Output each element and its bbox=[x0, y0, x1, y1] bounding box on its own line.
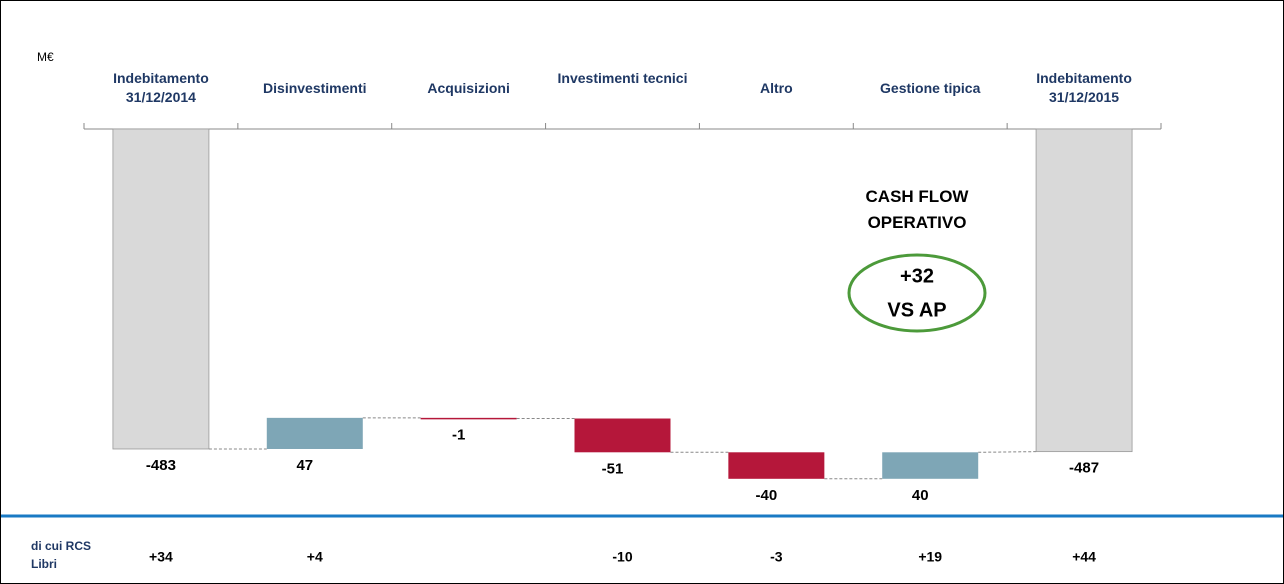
footer-value: +4 bbox=[307, 549, 323, 565]
callout-value: +32 bbox=[900, 265, 934, 287]
bar bbox=[728, 452, 825, 479]
bar bbox=[112, 128, 210, 450]
connector bbox=[978, 451, 1037, 453]
footer-value: -3 bbox=[770, 549, 783, 565]
value-label: -40 bbox=[756, 487, 778, 504]
value-label: -487 bbox=[1069, 460, 1099, 477]
bar bbox=[574, 418, 671, 453]
category-label: Acquisizioni bbox=[427, 80, 510, 96]
bar bbox=[266, 417, 363, 449]
category-label: Investimenti tecnici bbox=[557, 70, 688, 86]
callout-ellipse bbox=[847, 253, 987, 333]
value-label: -483 bbox=[146, 457, 176, 474]
value-label: -1 bbox=[452, 426, 465, 443]
annotation: CASH FLOW OPERATIVO bbox=[865, 187, 969, 232]
footer-value: +19 bbox=[918, 549, 942, 565]
footer-value: +44 bbox=[1072, 549, 1096, 565]
value-label: -51 bbox=[602, 460, 624, 477]
footer-label: di cui RCS Libri bbox=[31, 539, 92, 571]
unit-label: M€ bbox=[37, 50, 54, 64]
bar bbox=[882, 452, 979, 479]
category-label: Indebitamento 31/12/2014 bbox=[113, 70, 209, 105]
category-label: Indebitamento 31/12/2015 bbox=[1036, 70, 1132, 105]
footer-value: -10 bbox=[612, 549, 632, 565]
category-label: Gestione tipica bbox=[880, 80, 981, 96]
bar bbox=[420, 417, 517, 420]
category-label: Disinvestimenti bbox=[263, 80, 367, 96]
value-label: 47 bbox=[296, 457, 313, 474]
category-label: Altro bbox=[760, 80, 793, 96]
callout-text: VS AP bbox=[887, 299, 946, 321]
footer-value: +34 bbox=[149, 549, 173, 565]
bar bbox=[1035, 128, 1133, 453]
value-label: 40 bbox=[912, 487, 929, 504]
